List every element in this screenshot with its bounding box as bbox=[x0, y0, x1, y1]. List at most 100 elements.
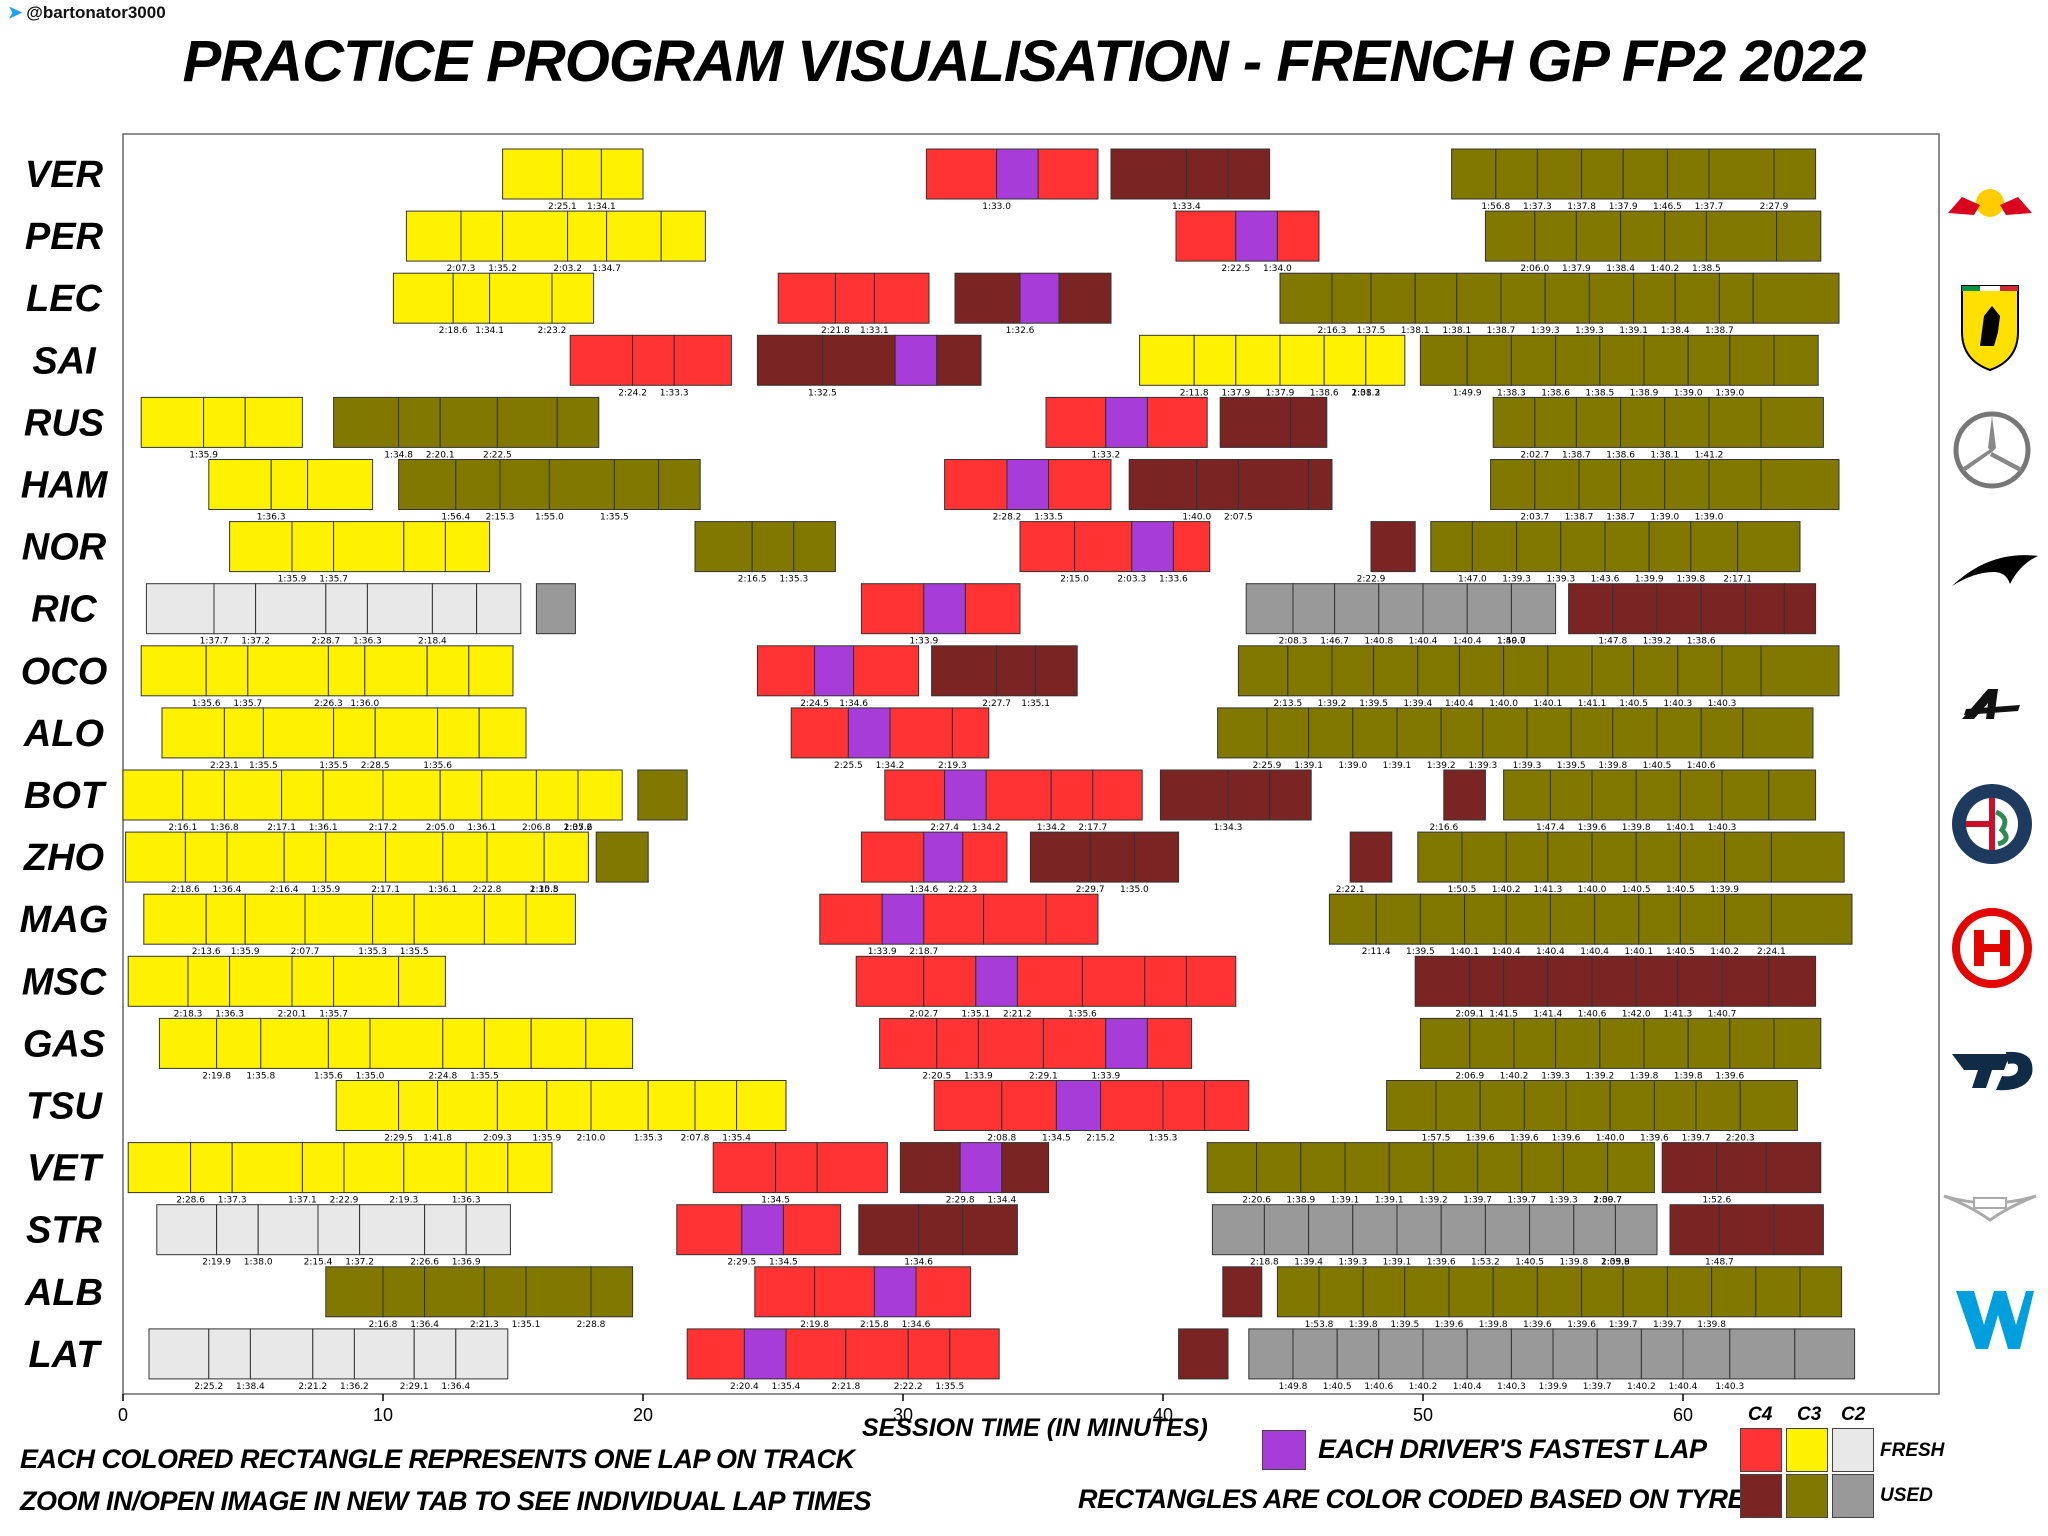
lap-bar bbox=[1300, 1142, 1346, 1194]
lap-time-label: 2:21.2 bbox=[1003, 1009, 1032, 1019]
lap-bar bbox=[1549, 893, 1596, 945]
lap-bar bbox=[775, 1142, 818, 1194]
lap-bar bbox=[1100, 1080, 1164, 1131]
swatch-c2-fresh bbox=[1832, 1428, 1874, 1472]
lap-time-label: 1:36.9 bbox=[452, 1258, 481, 1268]
lap-bar bbox=[1604, 521, 1650, 573]
lap-time-label: 1:40.6 bbox=[1578, 1009, 1607, 1019]
lap-time-label: 1:34.6 bbox=[909, 885, 938, 895]
lap-bar bbox=[1349, 831, 1393, 883]
lap-time-label: 1:35.1 bbox=[1021, 699, 1050, 709]
lap-time-label: 1:39.7 bbox=[1609, 1320, 1638, 1330]
lap-bar bbox=[499, 459, 550, 510]
fastest-lap-bar bbox=[1006, 459, 1050, 510]
lap-bar bbox=[1570, 707, 1614, 759]
lap-time-label: 2:24.8 bbox=[428, 1071, 457, 1081]
lap-time-label: 1:39.6 bbox=[1640, 1134, 1669, 1144]
lap-bar bbox=[1175, 210, 1237, 262]
lap-bar bbox=[125, 831, 186, 883]
lap-time-label: 1:48.7 bbox=[1705, 1258, 1734, 1268]
lap-bar bbox=[403, 521, 446, 573]
lap-bar bbox=[1414, 272, 1458, 324]
aston-martin-logo-icon bbox=[1943, 1194, 2037, 1222]
lap-time-label: 1:35.5 bbox=[249, 761, 278, 771]
lap-bar bbox=[751, 521, 795, 573]
lap-time-label: 1:33.9 bbox=[964, 1071, 993, 1081]
lap-time-label: 1:40.4 bbox=[1453, 637, 1482, 647]
fastest-lap-bar bbox=[959, 1142, 1003, 1194]
lap-time-label: 1:49.9 bbox=[1453, 388, 1482, 398]
lap-bar bbox=[1562, 1142, 1609, 1194]
lap-bar bbox=[1679, 831, 1726, 883]
lap-bar bbox=[1503, 769, 1551, 821]
mercedes-logo-icon bbox=[1953, 411, 2031, 489]
lap-bar bbox=[686, 1328, 745, 1380]
lap-time-label: 2:02.7 bbox=[1520, 450, 1549, 460]
lap-bar bbox=[1016, 955, 1083, 1007]
lap-time-label: 1:40.4 bbox=[1453, 1382, 1482, 1392]
lap-bar bbox=[1172, 521, 1211, 573]
lap-time-label: 1:35.1 bbox=[512, 1320, 541, 1330]
lap-time-label: 1:39.8 bbox=[1598, 761, 1627, 771]
lap-time-label: 2:22.8 bbox=[473, 885, 502, 895]
lap-bar bbox=[1419, 334, 1468, 386]
lap-time-label: 1:41.5 bbox=[1489, 1009, 1518, 1019]
lap-time-label: 1:35.5 bbox=[470, 1071, 499, 1081]
fastest-lap-legend: EACH DRIVER'S FASTEST LAP bbox=[1318, 1434, 1707, 1464]
lap-time-label: 2:06.8 bbox=[522, 823, 551, 833]
lap-bar bbox=[1768, 955, 1817, 1007]
lap-bar bbox=[1568, 583, 1614, 635]
lap-bar bbox=[1656, 583, 1702, 635]
lap-time-label: 1:39.9 bbox=[1635, 575, 1664, 585]
lap-bar bbox=[1591, 831, 1637, 883]
lap-bar bbox=[1510, 334, 1557, 386]
lap-bar bbox=[1549, 769, 1593, 821]
footer-note-2: ZOOM IN/OPEN IMAGE IN NEW TAB TO SEE IND… bbox=[20, 1486, 872, 1516]
lap-time-label: 1:34.2 bbox=[876, 761, 905, 771]
lap-bar bbox=[364, 645, 428, 697]
lap-bar bbox=[460, 210, 504, 262]
lap-bar bbox=[1289, 396, 1328, 448]
legend-c3: C3 bbox=[1797, 1404, 1822, 1425]
lap-bar bbox=[1653, 1080, 1697, 1131]
lap-time-label: 2:24.1 bbox=[1757, 947, 1786, 957]
lap-bar bbox=[1536, 148, 1583, 200]
x-tick-label: 30 bbox=[893, 1405, 913, 1425]
lap-bar bbox=[244, 893, 306, 945]
lap-bar bbox=[1440, 1204, 1486, 1256]
lap-bar bbox=[1547, 645, 1593, 697]
lap-time-label: 1:41.3 bbox=[1533, 885, 1562, 895]
lap-time-label: 1:40.0 bbox=[1182, 513, 1211, 523]
lap-bar bbox=[873, 272, 930, 324]
lap-bar bbox=[1146, 1017, 1193, 1069]
lap-bar bbox=[577, 769, 623, 821]
lap-time-label: 1:39.6 bbox=[1510, 1134, 1539, 1144]
lap-bar bbox=[1484, 210, 1536, 262]
lap-bar bbox=[1089, 831, 1135, 883]
lap-bar bbox=[231, 1142, 303, 1194]
lap-bar bbox=[353, 1328, 415, 1380]
williams-logo-icon bbox=[1956, 1291, 2034, 1349]
lap-bar bbox=[1526, 707, 1572, 759]
fastest-lap-bar bbox=[743, 1328, 787, 1380]
lap-time-label: 1:39.3 bbox=[1541, 1071, 1570, 1081]
lap-time-label: 1:35.5 bbox=[935, 1382, 964, 1392]
lap-bar bbox=[1687, 1017, 1731, 1069]
lap-time-label: 2:19.3 bbox=[389, 1196, 418, 1206]
lap-time-label: 1:38.4 bbox=[236, 1382, 265, 1392]
tyre-legend-caption: RECTANGLES ARE COLOR CODED BASED ON TYRE… bbox=[1078, 1484, 1772, 1514]
lap-time-label: 1:40.2 bbox=[1409, 1382, 1438, 1392]
lap-time-label: 1:59.7 bbox=[1497, 637, 1526, 647]
lap-time-label: 1:38.6 bbox=[1310, 388, 1339, 398]
lap-time-label: 1:35.3 bbox=[634, 1134, 663, 1144]
lap-bar bbox=[525, 1266, 592, 1318]
red-bull-logo-icon bbox=[1948, 189, 2032, 217]
lap-bar bbox=[1443, 769, 1486, 821]
lap-bar bbox=[398, 396, 441, 448]
lap-time-label: 2:13.5 bbox=[1273, 699, 1302, 709]
haas-logo-icon bbox=[1952, 908, 2032, 988]
lap-time-label: 1:39.5 bbox=[1390, 1320, 1419, 1330]
lap-bar bbox=[931, 645, 998, 697]
lap-time-label: 1:47.4 bbox=[1536, 823, 1565, 833]
lap-bar bbox=[1263, 1204, 1310, 1256]
